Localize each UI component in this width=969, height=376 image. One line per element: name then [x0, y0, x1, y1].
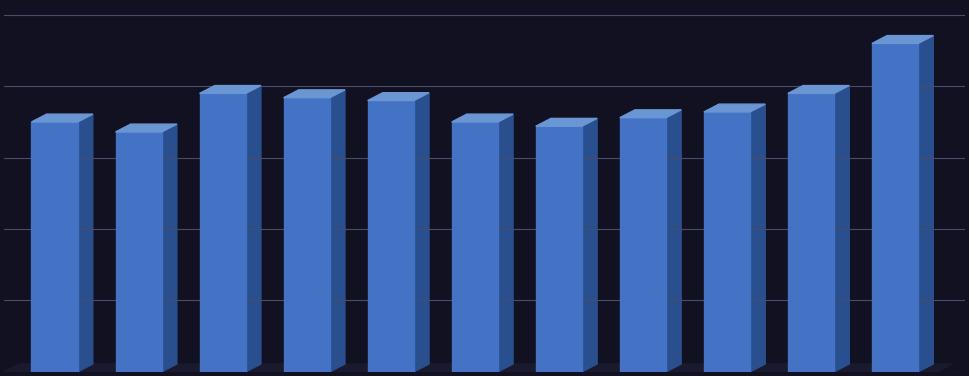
Polygon shape	[536, 118, 597, 126]
Polygon shape	[620, 118, 666, 372]
Polygon shape	[788, 86, 849, 93]
Polygon shape	[367, 93, 429, 100]
Polygon shape	[582, 118, 597, 372]
Polygon shape	[367, 100, 414, 372]
Polygon shape	[703, 112, 750, 372]
Polygon shape	[498, 114, 513, 372]
Polygon shape	[872, 44, 919, 372]
Polygon shape	[703, 104, 766, 112]
Polygon shape	[536, 126, 582, 372]
Polygon shape	[666, 110, 681, 372]
Polygon shape	[329, 90, 345, 372]
Polygon shape	[246, 86, 261, 372]
Polygon shape	[834, 86, 849, 372]
Polygon shape	[200, 86, 261, 93]
Polygon shape	[452, 122, 498, 372]
Polygon shape	[919, 36, 933, 372]
Polygon shape	[414, 93, 429, 372]
Polygon shape	[200, 93, 246, 372]
Polygon shape	[78, 114, 93, 372]
Polygon shape	[452, 114, 513, 122]
Polygon shape	[284, 98, 329, 372]
Polygon shape	[4, 364, 953, 372]
Polygon shape	[31, 122, 78, 372]
Polygon shape	[750, 104, 766, 372]
Polygon shape	[162, 124, 177, 372]
Polygon shape	[115, 132, 162, 372]
Polygon shape	[620, 110, 681, 118]
Polygon shape	[788, 93, 834, 372]
Polygon shape	[284, 90, 345, 98]
Polygon shape	[872, 36, 933, 44]
Polygon shape	[115, 124, 177, 132]
Polygon shape	[31, 114, 93, 122]
